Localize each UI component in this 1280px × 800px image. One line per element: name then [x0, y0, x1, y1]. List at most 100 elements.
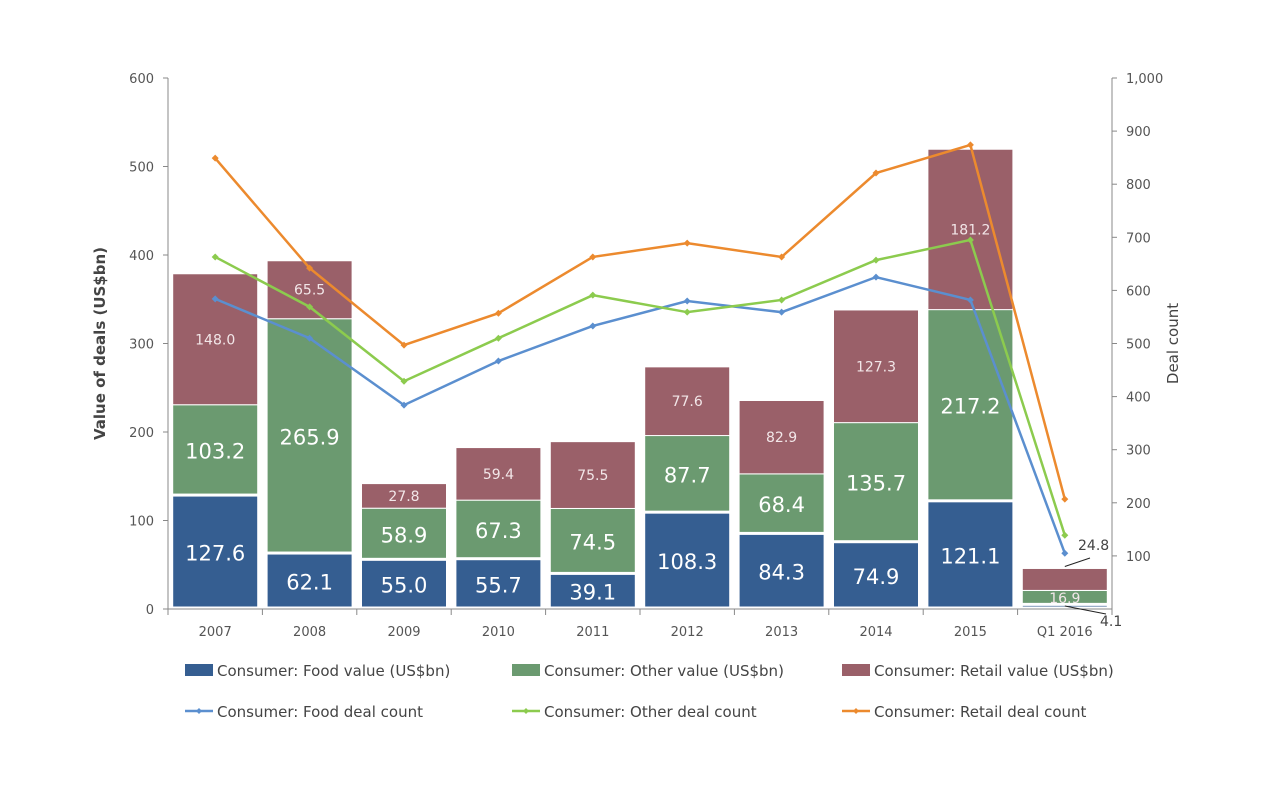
bar-other	[455, 499, 542, 559]
x-tick-label: 2009	[387, 625, 420, 640]
line-marker	[211, 253, 219, 261]
data-label: 87.7	[664, 463, 711, 487]
bar-retail	[455, 447, 542, 501]
bar-other	[738, 473, 825, 533]
x-tick-label: 2008	[293, 625, 326, 640]
bar-food	[738, 533, 825, 608]
x-tick-label: 2013	[765, 625, 798, 640]
line-marker	[683, 308, 691, 316]
bar-food	[927, 501, 1014, 608]
legend-swatch	[185, 664, 213, 676]
line-marker	[494, 309, 502, 317]
line-marker	[306, 303, 314, 311]
data-label: 74.5	[569, 530, 616, 554]
left-tick-label: 300	[129, 338, 154, 353]
legend-label: Consumer: Retail value (US$bn)	[874, 662, 1114, 680]
left-tick-label: 200	[129, 426, 154, 441]
right-tick-label: 500	[1126, 338, 1151, 353]
right-tick-label: 400	[1126, 391, 1151, 406]
line-marker	[306, 264, 314, 272]
bar-retail	[738, 399, 825, 475]
legend-swatch	[512, 664, 540, 676]
legend-label: Consumer: Food deal count	[217, 703, 423, 721]
right-tick-label: 900	[1126, 125, 1151, 140]
data-label: 27.8	[388, 489, 419, 505]
left-tick-label: 500	[129, 161, 154, 176]
bar-other	[833, 422, 919, 542]
right-tick-label: 600	[1126, 284, 1151, 299]
data-label: 77.6	[672, 394, 703, 410]
legend-marker	[853, 708, 859, 714]
data-label: 58.9	[381, 523, 428, 547]
data-label: 148.0	[195, 332, 235, 348]
bar-other	[549, 507, 636, 573]
bar-other	[361, 507, 447, 559]
legend-marker	[196, 708, 202, 714]
x-tick-label: 2012	[671, 625, 704, 640]
line-marker	[589, 291, 597, 299]
line-marker	[966, 141, 974, 149]
x-tick-label: 2010	[482, 625, 515, 640]
bar-food	[644, 512, 731, 608]
x-tick-label: Q1 2016	[1037, 625, 1093, 640]
legend-label: Consumer: Retail deal count	[874, 703, 1087, 721]
line-marker	[589, 322, 597, 330]
data-label: 127.6	[185, 542, 245, 566]
line-marker	[778, 308, 786, 316]
data-label: 217.2	[940, 395, 1000, 419]
bar-retail	[361, 483, 447, 509]
data-label: 65.5	[294, 283, 325, 299]
y2-axis-title: Deal count	[1164, 303, 1182, 384]
bar-food	[549, 573, 636, 608]
data-label: 4.1	[1100, 614, 1122, 630]
line-marker	[400, 377, 408, 385]
line-marker	[872, 169, 880, 177]
right-tick-label: 800	[1126, 178, 1151, 193]
bar-other	[644, 435, 731, 512]
data-label: 24.8	[1078, 538, 1109, 554]
line-marker	[211, 154, 219, 162]
legend-swatch	[842, 664, 870, 676]
left-tick-label: 600	[129, 72, 154, 87]
bar-food	[266, 553, 353, 608]
y-axis-title: Value of deals (US$bn)	[91, 247, 109, 440]
line-marker	[683, 239, 691, 247]
line-marker	[589, 253, 597, 261]
line-marker	[1061, 531, 1069, 539]
data-label: 55.7	[475, 573, 522, 597]
x-tick-label: 2011	[576, 625, 609, 640]
data-label: 16.9	[1049, 591, 1080, 607]
right-tick-label: 200	[1126, 497, 1151, 512]
bar-food	[172, 495, 259, 608]
bar-other	[927, 309, 1014, 501]
line-marker	[778, 296, 786, 304]
right-tick-label: 300	[1126, 444, 1151, 459]
data-label: 135.7	[846, 472, 906, 496]
line-marker	[306, 334, 314, 342]
line-marker	[872, 256, 880, 264]
right-tick-label: 100	[1126, 550, 1151, 565]
bar-retail	[1021, 567, 1108, 591]
data-label: 75.5	[577, 468, 608, 484]
bar-retail	[833, 309, 919, 424]
line-marker	[494, 334, 502, 342]
data-label: 121.1	[940, 544, 1000, 568]
legend-label: Consumer: Other value (US$bn)	[544, 662, 784, 680]
x-tick-label: 2007	[199, 625, 232, 640]
x-tick-label: 2014	[859, 625, 892, 640]
right-tick-label: 700	[1126, 231, 1151, 246]
data-label: 103.2	[185, 439, 245, 463]
line-marker	[683, 297, 691, 305]
line-marker	[872, 273, 880, 281]
data-label: 68.4	[758, 493, 805, 517]
line-marker	[966, 296, 974, 304]
left-tick-label: 100	[129, 515, 154, 530]
bar-food	[361, 559, 447, 608]
line-marker	[1061, 549, 1069, 557]
data-label: 82.9	[766, 430, 797, 446]
left-tick-label: 400	[129, 249, 154, 264]
line-marker	[494, 357, 502, 365]
line-marker	[211, 295, 219, 303]
legend-label: Consumer: Food value (US$bn)	[217, 662, 450, 680]
